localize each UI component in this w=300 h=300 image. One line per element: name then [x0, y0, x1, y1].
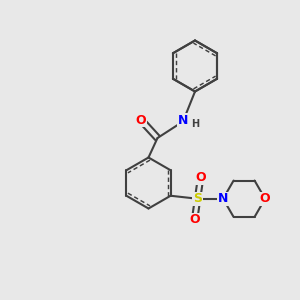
Text: O: O	[195, 171, 206, 184]
Text: N: N	[218, 192, 228, 205]
Text: H: H	[191, 119, 200, 130]
Text: O: O	[189, 213, 200, 226]
Text: N: N	[178, 113, 188, 127]
Text: O: O	[260, 192, 270, 205]
Text: O: O	[136, 113, 146, 127]
Text: S: S	[193, 192, 202, 205]
